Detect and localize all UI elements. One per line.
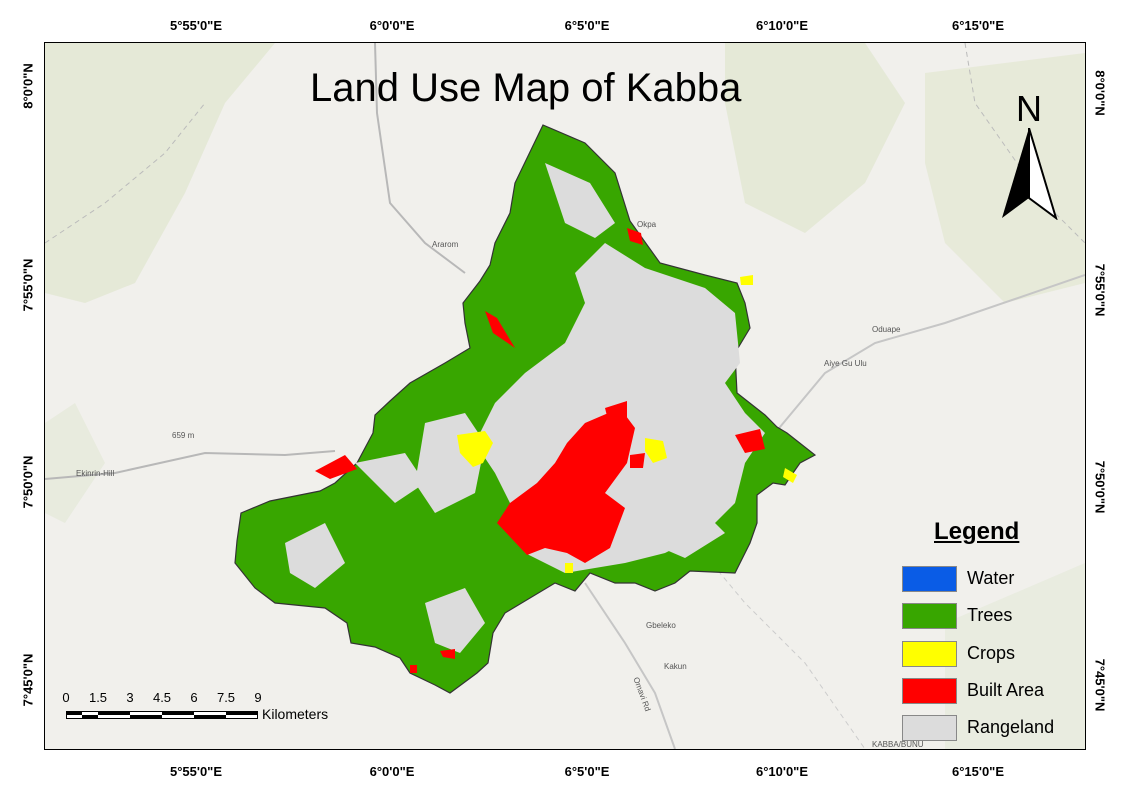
north-arrow-icon (1002, 128, 1058, 220)
scale-tick-label: 7.5 (216, 690, 236, 705)
latitude-label-right: 8°0'0"N (1092, 70, 1108, 116)
boundary-line (45, 102, 206, 244)
north-label: N (1016, 88, 1042, 129)
scale-tick-label: 1.5 (88, 690, 108, 705)
built-area-zone (315, 455, 357, 479)
built-area-zone (485, 311, 515, 348)
scale-bar (66, 711, 258, 719)
longitude-label-bottom: 5°55'0"E (169, 764, 223, 779)
longitude-label-bottom: 6°15'0"E (951, 764, 1005, 779)
legend-item-built-area: Built Area (902, 678, 1072, 706)
basemap-vegetation-patch (725, 43, 905, 233)
place-label: Okpa (637, 220, 657, 229)
latitude-label-right: 7°55'0"N (1092, 263, 1108, 317)
crops-zone (645, 438, 667, 463)
legend-swatch-water (902, 566, 957, 592)
rangeland-zone (545, 163, 615, 238)
place-label: 659 m (172, 431, 195, 440)
longitude-label-top: 6°0'0"E (369, 18, 415, 33)
rangeland-zone (425, 588, 485, 653)
legend-swatch-rangeland (902, 715, 957, 741)
legend-label: Trees (967, 605, 1013, 625)
scale-tick-label: 6 (190, 690, 198, 705)
scale-tick-label: 9 (254, 690, 262, 705)
latitude-label-left: 8°0'0"N (20, 63, 36, 109)
legend-swatch-crops (902, 641, 957, 667)
road (584, 582, 676, 749)
latitude-label-right: 7°50'0"N (1092, 460, 1108, 514)
scale-unit-label: Kilometers (262, 706, 329, 722)
built-area-zone (735, 429, 765, 453)
rangeland-zone (285, 523, 345, 588)
crops-zone (740, 275, 753, 285)
latitude-label-left: 7°45'0"N (20, 653, 36, 707)
legend-swatch-trees (902, 603, 957, 629)
scale-tick-label: 4.5 (152, 690, 172, 705)
road (774, 274, 1085, 434)
crops-zone (457, 431, 493, 467)
map-canvas (45, 43, 1085, 749)
latitude-label-left: 7°50'0"N (20, 455, 36, 509)
longitude-label-top: 5°55'0"E (169, 18, 223, 33)
longitude-label-bottom: 6°5'0"E (564, 764, 610, 779)
boundary-line (964, 43, 1085, 244)
rangeland-zone (645, 503, 725, 558)
place-label: Ararom (432, 240, 459, 249)
legend-label: Built Area (967, 680, 1045, 700)
built-area-zone (440, 649, 455, 659)
basemap-vegetation-patch (925, 53, 1085, 303)
legend-swatch-built-area (902, 678, 957, 704)
built-area-zone (605, 401, 627, 428)
built-area-zone (497, 408, 635, 563)
latitude-label-left: 7°55'0"N (20, 258, 36, 312)
built-area-zone (630, 453, 645, 468)
legend-item-crops: Crops (902, 641, 1072, 669)
rangeland-zone (355, 453, 425, 503)
legend-item-water: Water (902, 566, 1072, 594)
place-label: Gbeleko (646, 621, 676, 630)
latitude-label-right: 7°45'0"N (1092, 658, 1108, 712)
place-label: Oduape (872, 325, 901, 334)
road (45, 450, 336, 480)
legend-item-rangeland: Rangeland (902, 715, 1072, 743)
built-area-zone (627, 228, 643, 245)
longitude-label-top: 6°5'0"E (564, 18, 610, 33)
legend-label: Water (967, 568, 1015, 588)
longitude-label-top: 6°10'0"E (755, 18, 809, 33)
scale-tick-label: 0 (62, 690, 70, 705)
boundary-line (694, 542, 866, 749)
place-label: KABBA/BUNU (872, 740, 924, 749)
legend-label: Crops (967, 643, 1016, 663)
legend-title: Legend (934, 518, 1020, 545)
basemap-vegetation-patch (45, 43, 275, 303)
road (374, 43, 466, 274)
map-title: Land Use Map of Kabba (310, 66, 742, 110)
crops-zone (565, 563, 573, 573)
map-frame (44, 42, 1086, 750)
longitude-label-bottom: 6°10'0"E (755, 764, 809, 779)
legend-label: Rangeland (967, 717, 1055, 737)
scale-tick-label: 3 (126, 690, 134, 705)
basemap-vegetation-patch (945, 563, 1085, 749)
longitude-label-top: 6°15'0"E (951, 18, 1005, 33)
basemap-vegetation-patch (45, 403, 105, 523)
legend-item-trees: Trees (902, 603, 1072, 631)
place-label: Ekinrin-Hill (76, 469, 115, 478)
place-label: Aiye Gu Ulu (824, 359, 867, 368)
longitude-label-bottom: 6°0'0"E (369, 764, 415, 779)
crops-zone (783, 468, 797, 483)
built-area-zone (410, 665, 417, 673)
place-label: Kakun (664, 662, 687, 671)
